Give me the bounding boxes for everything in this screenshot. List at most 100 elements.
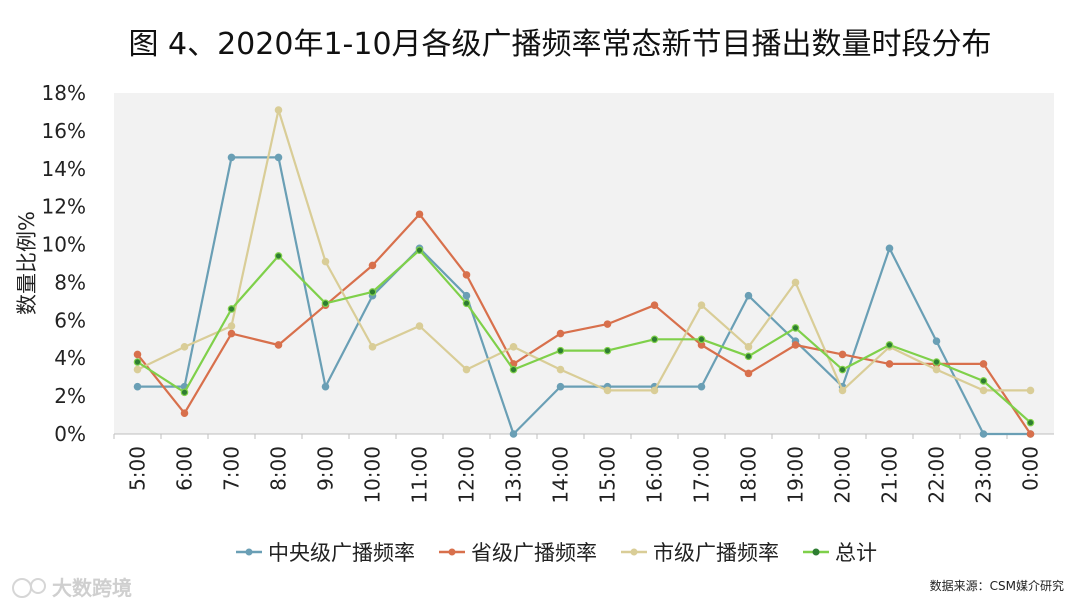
data-point [556,329,565,338]
series-line [137,156,1031,436]
data-point [744,369,753,378]
series-group [133,106,1035,438]
data-point [744,352,753,361]
series-line [136,213,1032,435]
x-tick-label: 23:00 [972,446,996,504]
y-tick-label: 10% [42,233,86,257]
x-tick-label: 0:00 [1019,446,1043,491]
data-point [697,335,706,344]
data-point [556,346,565,355]
y-tick-label: 4% [54,346,86,370]
series-line [136,249,1032,424]
legend-item: 总计 [803,541,877,565]
data-point [368,343,377,351]
x-tick-label: 5:00 [126,446,150,491]
data-point [509,343,518,351]
data-point [838,365,847,374]
data-point [979,377,988,385]
x-tick-label: 20:00 [831,446,855,504]
x-tick-label: 17:00 [690,446,714,504]
data-point [227,305,236,313]
legend-marker [630,548,638,556]
data-point [650,386,659,395]
data-point [415,322,424,330]
legend-marker [448,548,456,556]
x-tick-label: 8:00 [267,446,291,491]
data-point [697,382,706,391]
x-tick-label: 15:00 [596,446,620,504]
data-point [462,291,471,300]
data-point [133,382,142,391]
data-point [838,386,847,395]
data-point [227,153,236,162]
data-point [180,388,189,397]
data-point [603,320,612,328]
data-point [509,430,518,438]
data-point [415,210,424,219]
data-point [885,360,894,368]
plot-area [114,93,1054,434]
data-point [321,382,330,391]
x-tick-label: 9:00 [314,446,338,491]
data-point [650,301,659,309]
data-point [932,358,941,366]
data-point [415,246,424,255]
data-point [180,343,189,351]
data-point [133,350,142,359]
data-point [744,291,753,300]
legend-item: 省级广播频率 [439,541,597,565]
data-point [697,301,706,309]
data-point [274,341,283,349]
data-point [979,430,988,438]
data-point [227,329,236,338]
data-point [979,360,988,368]
data-point [133,365,142,374]
x-tick-label: 7:00 [220,446,244,491]
x-tick-label: 14:00 [549,446,573,504]
x-tick-label: 13:00 [502,446,526,504]
y-tick-label: 16% [42,119,86,143]
y-tick-label: 12% [42,195,86,219]
x-tick-label: 18:00 [737,446,761,504]
y-tick-label: 18% [42,81,86,105]
y-tick-label: 2% [54,384,86,408]
data-point [979,386,988,395]
data-point [791,341,800,349]
data-point [368,261,377,270]
data-point [462,365,471,374]
data-point [274,106,283,114]
data-point [650,335,659,344]
x-tick-label: 16:00 [643,446,667,504]
data-point [1026,418,1035,427]
x-tick-label: 22:00 [925,446,949,504]
x-tick-label: 11:00 [408,446,432,504]
series-4 [133,246,1035,427]
watermark-text: 大数跨境 [52,576,132,600]
data-point [180,409,189,417]
data-point [885,341,894,349]
data-point [462,299,471,308]
y-axis-label: 数量比例% [15,211,39,315]
data-point [274,252,283,260]
watermark: 大数跨境 [12,576,132,600]
data-point [791,324,800,332]
x-tick-label: 6:00 [173,446,197,491]
data-point [932,337,941,345]
data-point [227,322,236,330]
x-tick-label: 21:00 [878,446,902,504]
legend-label: 市级广播频率 [653,541,779,565]
data-point [462,271,471,279]
data-point [791,278,800,287]
data-point [556,382,565,391]
series-line [137,108,1031,392]
series-3 [133,106,1035,395]
data-point [556,365,565,374]
legend-marker [812,548,820,556]
data-point [1026,386,1035,395]
x-axis-ticks: 5:00 6:00 7:00 8:00 9:00 10:00 11:00 12:00 13:00… [113,434,1043,504]
y-tick-label: 0% [54,422,86,446]
series-2 [133,210,1035,438]
data-point [368,288,377,296]
legend-item: 市级广播频率 [621,541,779,565]
